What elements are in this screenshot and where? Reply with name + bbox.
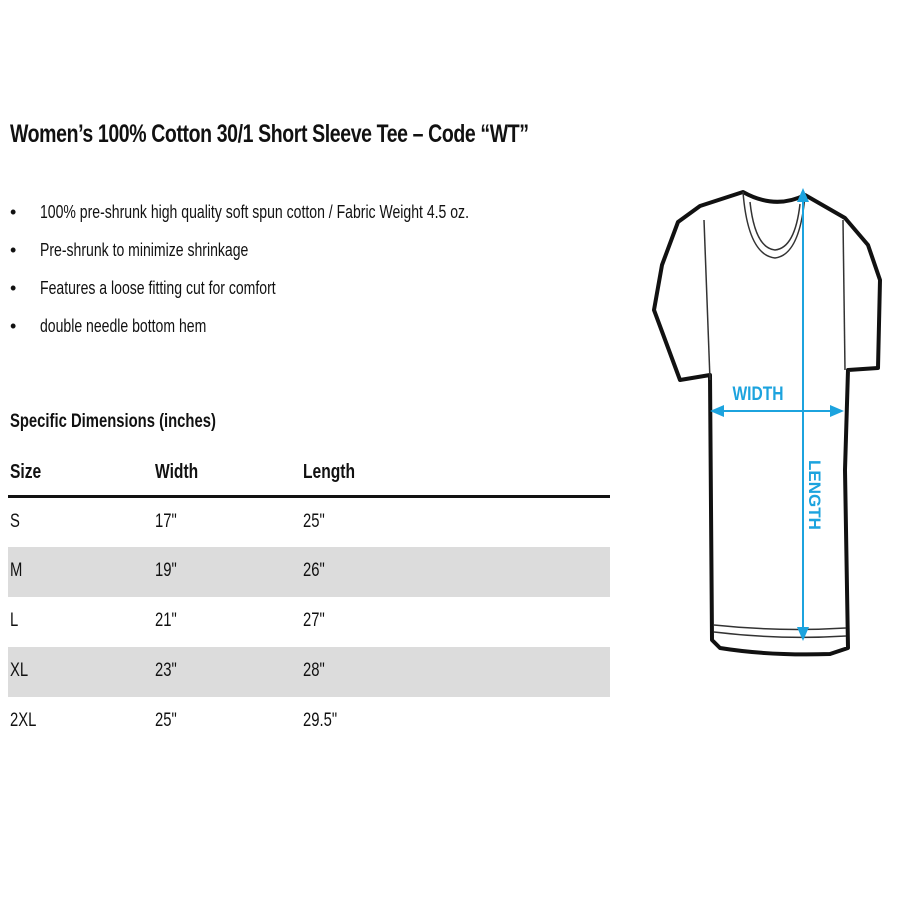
- column-header-width: Width: [155, 461, 199, 483]
- tshirt-outline-icon: [652, 190, 882, 657]
- length-label: LENGTH: [805, 460, 824, 530]
- width-label: WIDTH: [732, 383, 783, 405]
- table-row: M 19" 26": [8, 547, 610, 597]
- column-header-size: Size: [10, 461, 42, 483]
- tshirt-diagram: WIDTH LENGTH: [652, 188, 882, 657]
- page-title: Women’s 100% Cotton 30/1 Short Sleeve Te…: [10, 120, 529, 148]
- table-row: L 21" 27": [10, 610, 325, 631]
- column-header-length: Length: [303, 461, 355, 483]
- table-row: XL 23" 28": [8, 647, 610, 697]
- table-row: 2XL 25" 29.5": [10, 710, 338, 731]
- dimensions-heading: Specific Dimensions (inches): [10, 411, 216, 432]
- measure-arrows: [710, 188, 844, 641]
- header-divider: [8, 495, 610, 498]
- table-row: S 17" 25": [10, 511, 325, 532]
